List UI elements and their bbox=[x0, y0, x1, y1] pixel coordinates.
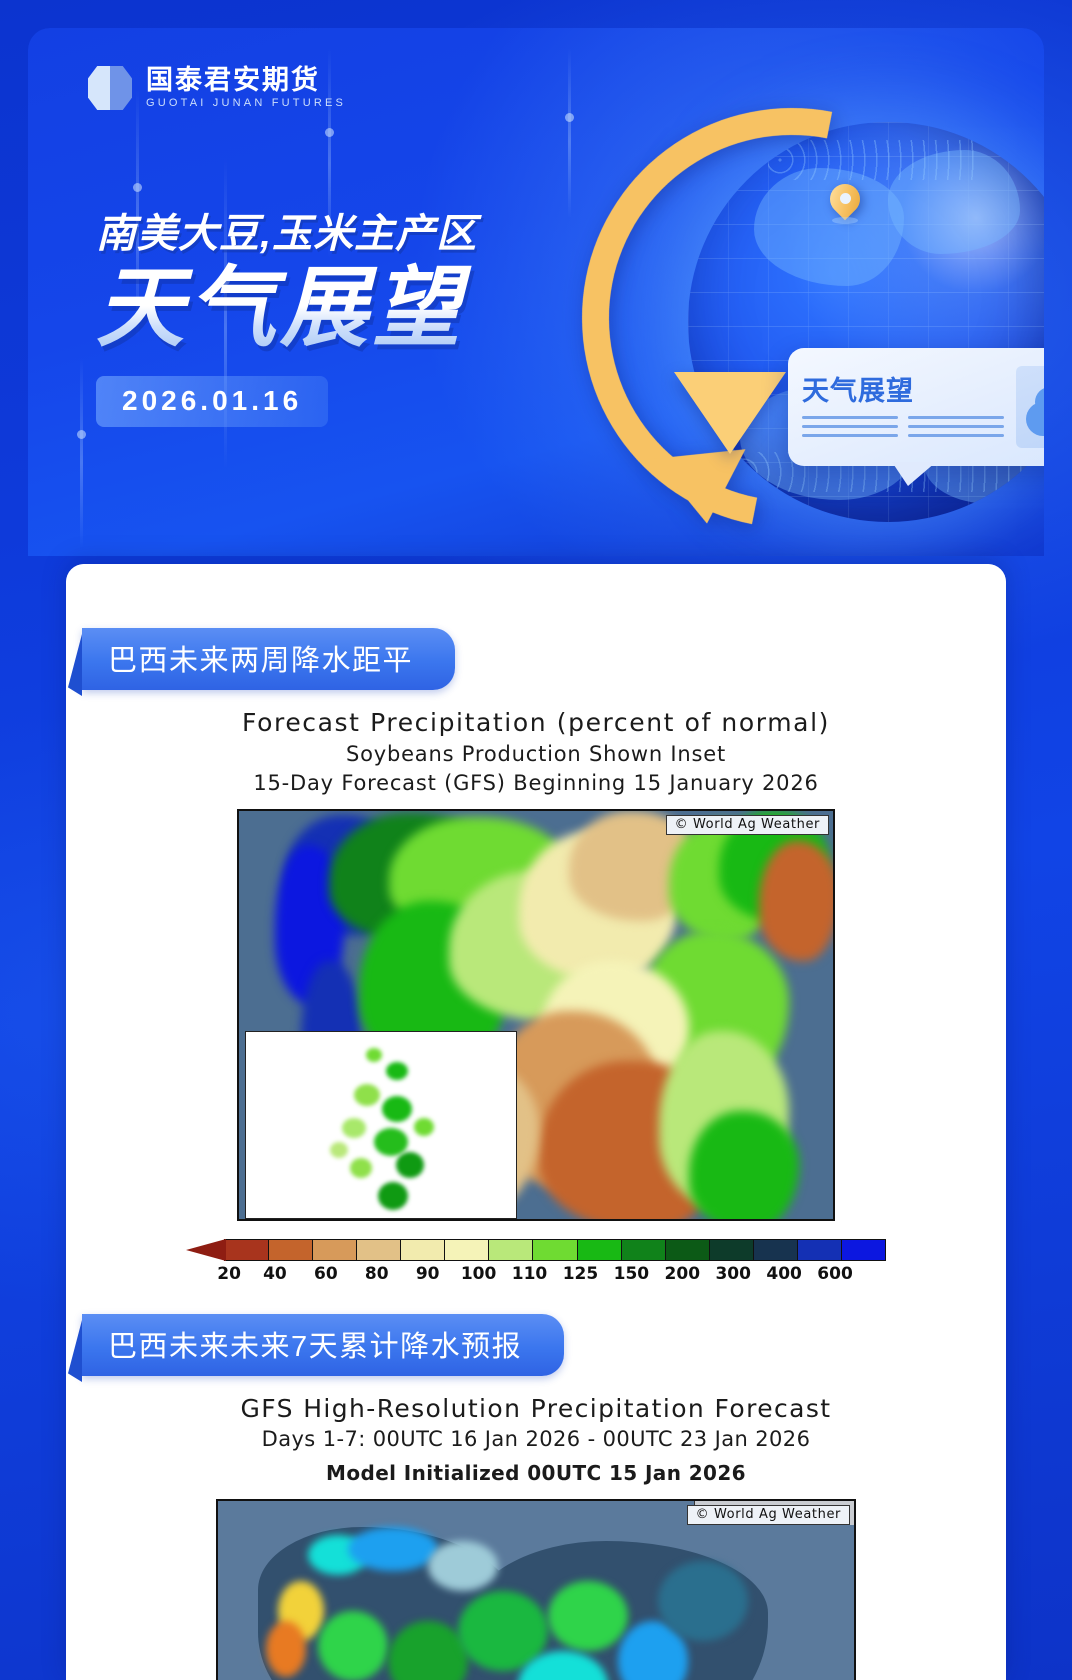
light-streak-icon bbox=[565, 48, 574, 218]
figure-1-title-line1: Forecast Precipitation (percent of norma… bbox=[242, 708, 830, 737]
figure-2-title-line2: Days 1-7: 00UTC 16 Jan 2026 - 00UTC 23 J… bbox=[261, 1427, 811, 1451]
colorbar-tick: 125 bbox=[562, 1264, 599, 1284]
colorbar-swatches bbox=[224, 1239, 886, 1261]
content-card: 巴西未来两周降水距平 Forecast Precipitation (perce… bbox=[66, 564, 1006, 1680]
weather-outlook-card: 天气展望 bbox=[788, 348, 1044, 486]
colorbar-tick: 60 bbox=[314, 1264, 338, 1284]
precip-colorbar: 20 40 60 80 90 100 110 125 150 200 300 4… bbox=[186, 1239, 886, 1284]
brand-logo: 国泰君安期货 GUOTAI JUNAN FUTURES bbox=[88, 66, 346, 110]
poster-frame: 天气展望 国泰君安期货 GUOTAI JUNAN FUTURES bbox=[28, 28, 1044, 1680]
map-credit-label: © World Ag Weather bbox=[665, 815, 829, 835]
hexagon-logo-icon bbox=[88, 66, 132, 110]
gfs-precip-forecast-map: © World Ag Weather bbox=[216, 1499, 856, 1680]
figure-2-title-line1: GFS High-Resolution Precipitation Foreca… bbox=[240, 1394, 832, 1423]
bubble-title: 天气展望 bbox=[802, 375, 914, 406]
colorbar-tick: 90 bbox=[415, 1264, 440, 1284]
colorbar-tick-labels: 20 40 60 80 90 100 110 125 150 200 300 4… bbox=[217, 1264, 886, 1284]
colorbar-tick: 600 bbox=[817, 1264, 853, 1284]
bubble-placeholder-lines bbox=[802, 416, 1004, 438]
arrow-head-icon bbox=[674, 372, 786, 454]
colorbar-tick: 400 bbox=[766, 1264, 802, 1284]
map-pin-icon bbox=[823, 177, 867, 224]
brand-name-en: GUOTAI JUNAN FUTURES bbox=[146, 97, 347, 109]
figure-1-title-line2: Soybeans Production Shown Inset bbox=[345, 742, 727, 766]
cloud-icon bbox=[1016, 366, 1044, 448]
figure-1-title: Forecast Precipitation (percent of norma… bbox=[66, 708, 1006, 795]
section-header-1: 巴西未来两周降水距平 bbox=[82, 628, 456, 690]
section-header-2: 巴西未来未来7天累计降水预报 bbox=[82, 1314, 565, 1376]
colorbar-tick: 110 bbox=[511, 1264, 548, 1284]
section-2-title: 巴西未来未来7天累计降水预报 bbox=[82, 1314, 565, 1376]
colorbar-low-extend bbox=[186, 1239, 226, 1261]
figure-1-title-line3: 15-Day Forecast (GFS) Beginning 15 Janua… bbox=[253, 771, 819, 795]
colorbar-tick: 20 bbox=[217, 1264, 241, 1284]
colorbar-tick: 80 bbox=[364, 1264, 389, 1284]
brand-name-cn: 国泰君安期货 bbox=[146, 65, 320, 95]
hero-banner: 天气展望 国泰君安期货 GUOTAI JUNAN FUTURES bbox=[28, 28, 1044, 556]
light-streak-icon bbox=[133, 88, 142, 338]
figure-2-title: GFS High-Resolution Precipitation Foreca… bbox=[66, 1394, 1006, 1485]
soybean-production-inset-map bbox=[245, 1031, 517, 1219]
light-streak-icon bbox=[325, 48, 334, 258]
light-streak-icon bbox=[221, 158, 230, 468]
precip-percent-of-normal-map: © World Ag Weather bbox=[237, 809, 835, 1221]
globe-graphic: 天气展望 bbox=[500, 28, 1044, 556]
colorbar-tick: 200 bbox=[664, 1264, 701, 1284]
colorbar-tick: 100 bbox=[460, 1264, 497, 1284]
hero-date-badge: 2026.01.16 bbox=[96, 376, 329, 428]
light-streak-icon bbox=[77, 358, 86, 548]
hero-subtitle: 南美大豆,玉米主产区 bbox=[96, 212, 478, 256]
colorbar-tick: 40 bbox=[263, 1264, 287, 1284]
figure-2-title-line3: Model Initialized 00UTC 15 Jan 2026 bbox=[326, 1461, 746, 1485]
hero-title: 天气展望 bbox=[96, 261, 477, 354]
colorbar-tick: 150 bbox=[613, 1264, 650, 1284]
section-1-title: 巴西未来两周降水距平 bbox=[82, 628, 456, 690]
figure-7day-precip: GFS High-Resolution Precipitation Foreca… bbox=[66, 1394, 1006, 1680]
hero-headline: 南美大豆,玉米主产区 天气展望 2026.01.16 bbox=[96, 212, 478, 428]
map-credit-label-2: © World Ag Weather bbox=[686, 1505, 850, 1525]
figure-precip-anomaly: Forecast Precipitation (percent of norma… bbox=[66, 708, 1006, 1284]
colorbar-tick: 300 bbox=[715, 1264, 751, 1284]
